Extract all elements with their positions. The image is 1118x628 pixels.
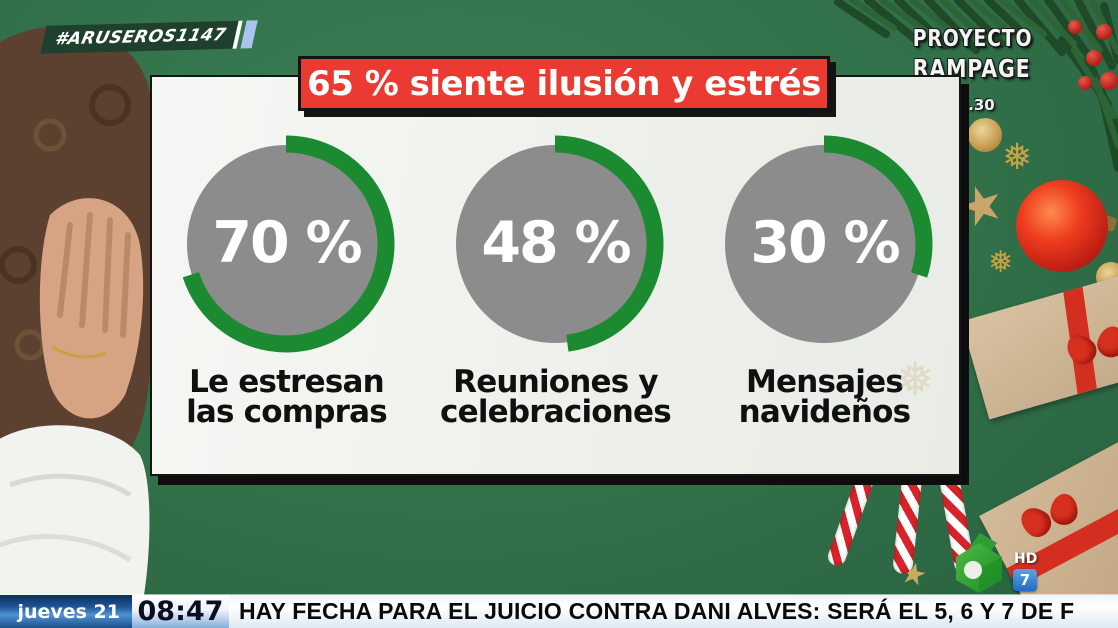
infographic-title-banner: 65 % siente ilusión y estrés [298, 56, 830, 111]
infographic-card: 70 % Le estresan las compras 48 % Reunio… [150, 75, 961, 476]
hd-badge: HD [1014, 551, 1038, 567]
snowflake-icon: ❅ [1002, 137, 1033, 178]
badge-blue-stripe [240, 20, 259, 49]
ticker-headline: HAY FECHA PARA EL JUICIO CONTRA DANI ALV… [229, 595, 1118, 628]
gauge-row: 70 % Le estresan las compras 48 % Reunio… [152, 77, 959, 428]
berry-decoration [1096, 24, 1112, 40]
channel-7-badge: 7 [1013, 569, 1037, 591]
berry-decoration [1100, 72, 1118, 90]
gold-bauble-decoration [968, 118, 1002, 152]
stat-mensajes: 30 % Mensajes navideños [691, 133, 957, 428]
lasexta-logo [956, 533, 1002, 593]
snowflake-icon: ❅ [896, 352, 935, 406]
stat-reuniones: 48 % Reuniones y celebraciones [422, 133, 688, 428]
hashtag-badge: #ARUSEROS1147 [40, 20, 259, 54]
berry-decoration [1086, 50, 1102, 66]
gauge-label: Le estresan las compras [186, 364, 388, 431]
gauge-label: Reuniones y celebraciones [440, 364, 672, 431]
gauge-label: Mensajes navideños [738, 364, 911, 431]
news-ticker-bar: jueves 21 08:47 HAY FECHA PARA EL JUICIO… [0, 594, 1118, 628]
berry-decoration [1078, 76, 1092, 90]
red-ornament-ball-decoration [1016, 180, 1108, 272]
berry-decoration [1068, 20, 1082, 34]
ticker-date: jueves 21 [0, 595, 132, 628]
candy-cane-decoration [825, 467, 877, 569]
ticker-clock: 08:47 [132, 595, 229, 628]
donut-gauge-mensajes: 30 % [713, 133, 935, 355]
stat-compras: 70 % Le estresan las compras [153, 133, 419, 428]
promo-title-line1: PROYECTO [912, 26, 1033, 52]
gauge-value: 48 % [481, 210, 631, 276]
gauge-value: 70 % [212, 210, 362, 276]
donut-gauge-compras: 70 % [175, 133, 397, 355]
donut-gauge-reuniones: 48 % [444, 133, 666, 355]
snowflake-icon: ❅ [988, 245, 1014, 280]
infographic-title: 65 % siente ilusión y estrés [307, 63, 821, 104]
stressed-woman-photo [0, 26, 158, 615]
hashtag-label: #ARUSEROS1147 [40, 20, 244, 54]
gauge-value: 30 % [750, 210, 900, 276]
